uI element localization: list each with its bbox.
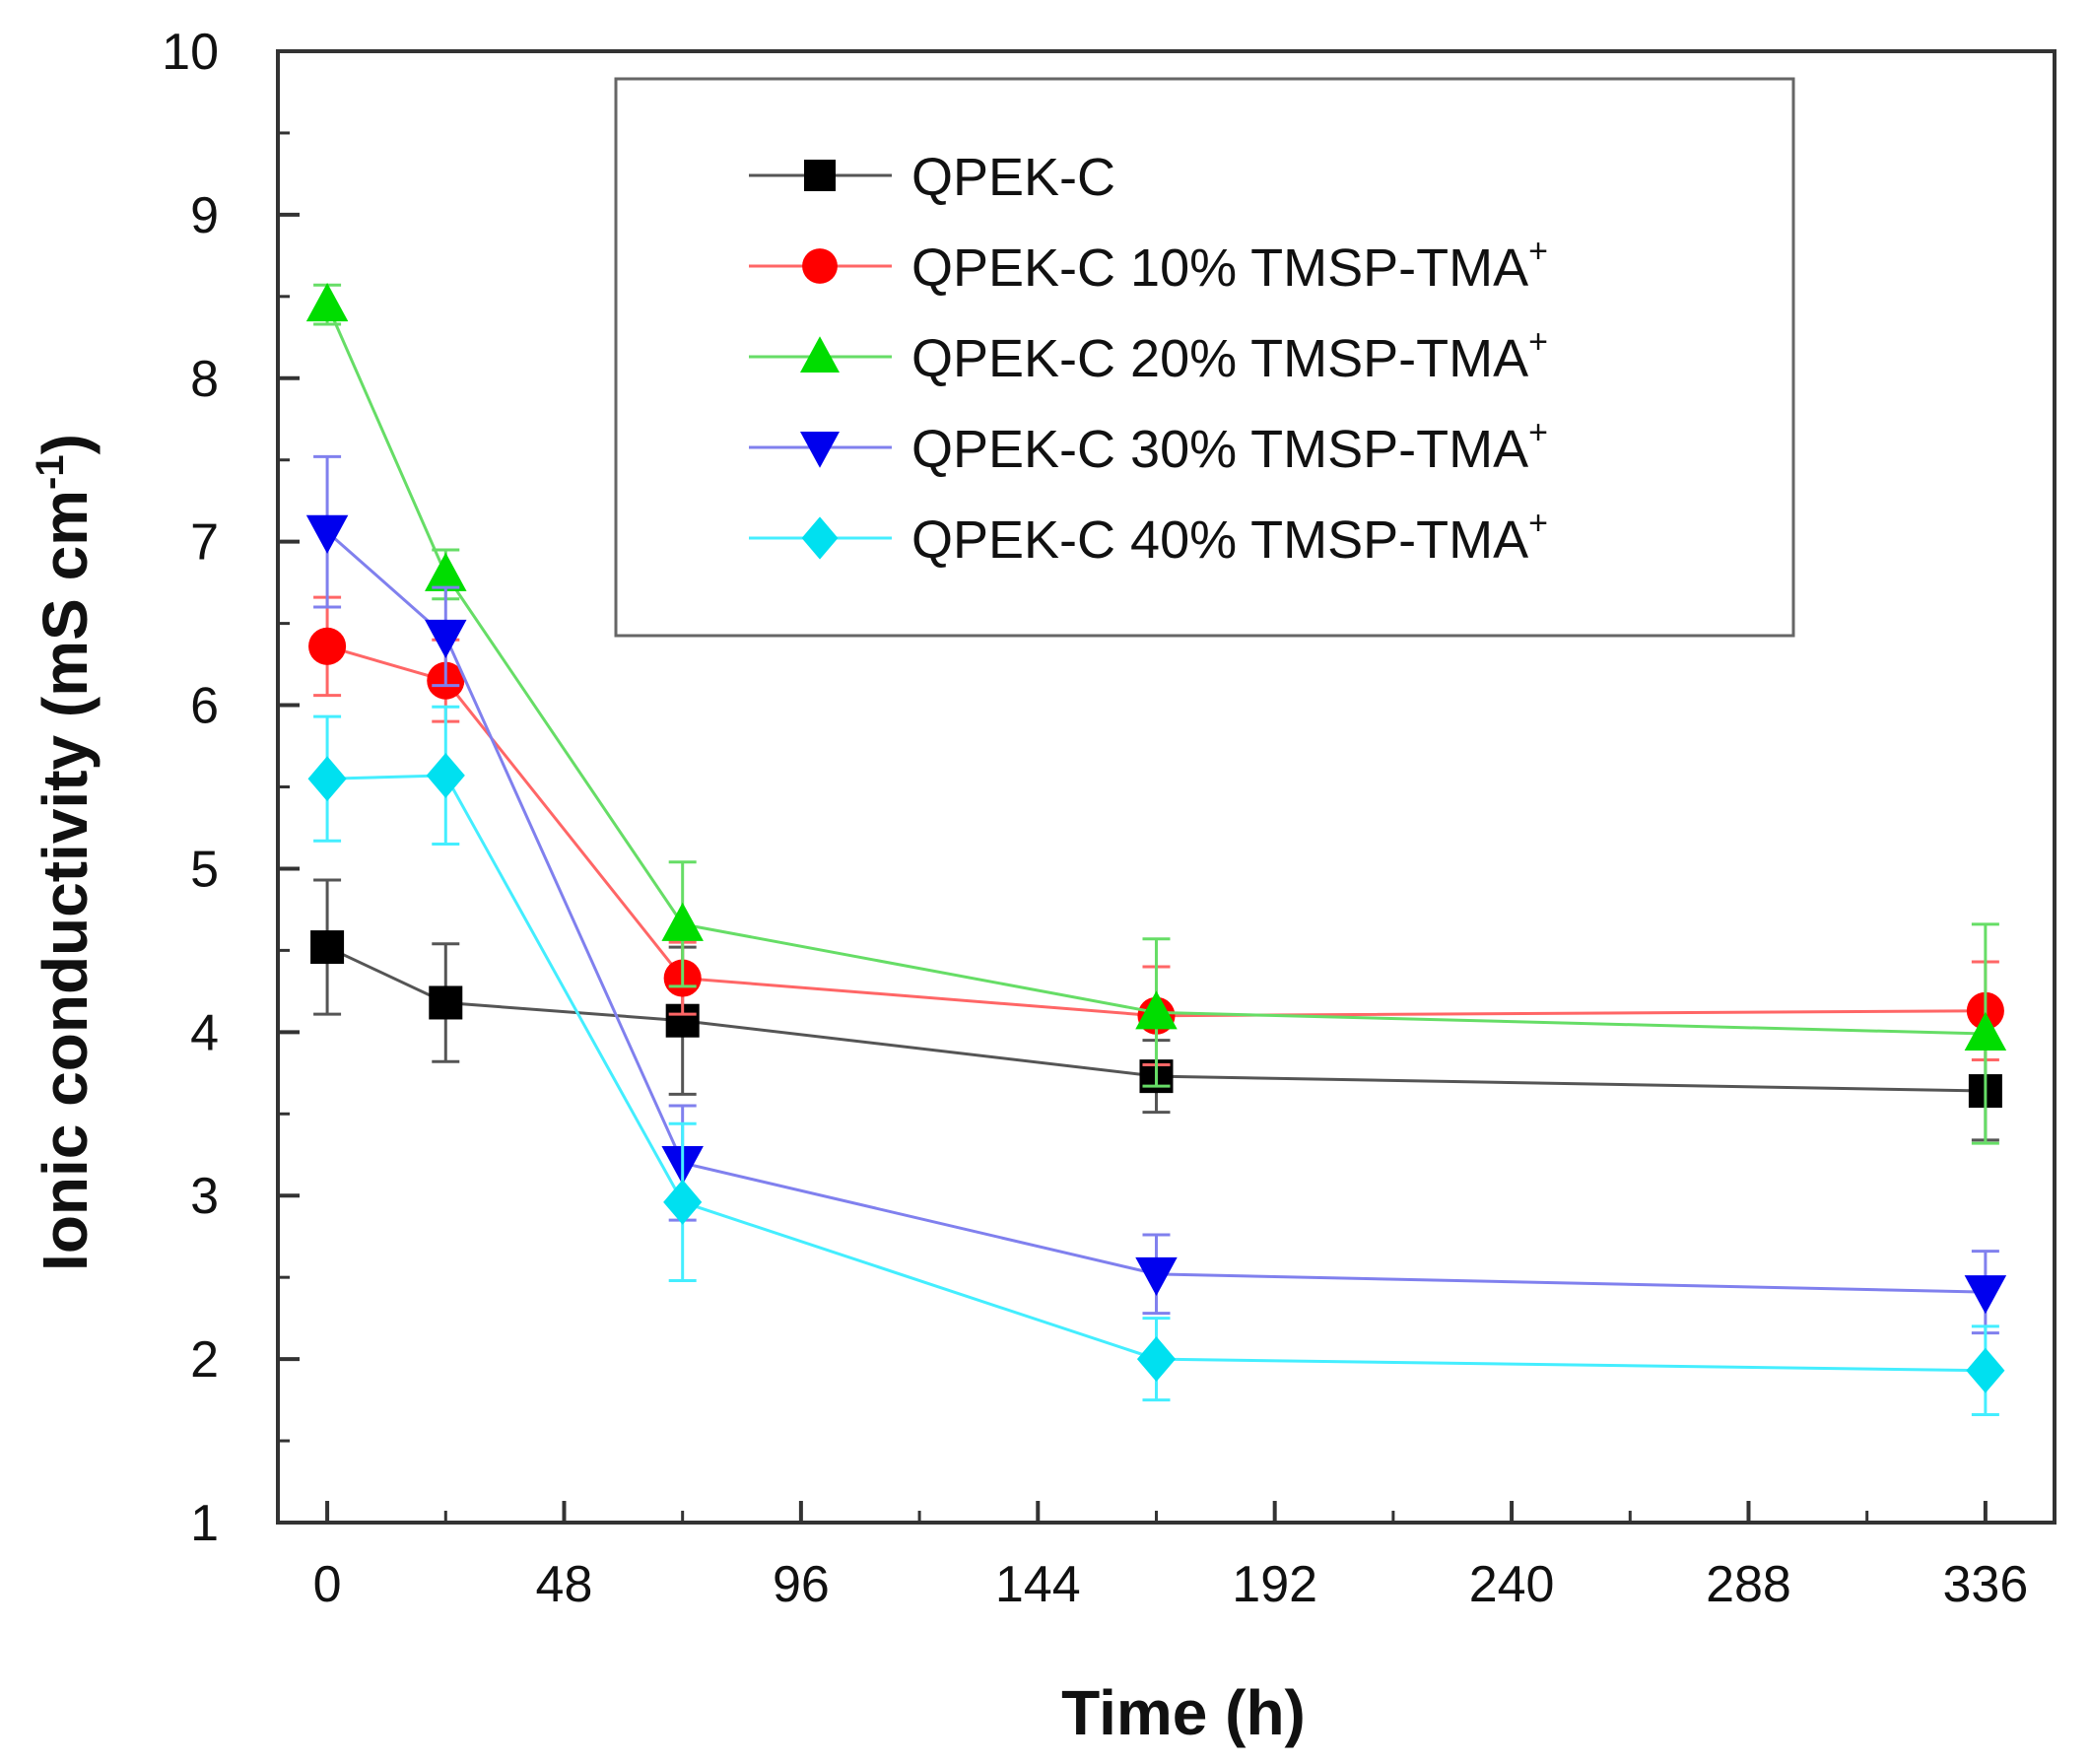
y-tick-label: 7 (190, 514, 219, 572)
legend-item-3: QPEK-C 20% TMSP-TMA+ (749, 323, 1548, 388)
legend-label: QPEK-C 30% TMSP-TMA+ (911, 414, 1548, 479)
data-point (1964, 1275, 2007, 1315)
data-point (1966, 1347, 2005, 1393)
y-tick-label: 5 (190, 841, 219, 898)
legend-item-5: QPEK-C 40% TMSP-TMA+ (749, 505, 1548, 570)
data-point (1135, 990, 1178, 1030)
legend-label: QPEK-C 40% TMSP-TMA+ (911, 505, 1548, 570)
series-5 (307, 705, 2005, 1417)
legend-label-text: QPEK-C 30% TMSP-TMA (911, 420, 1528, 479)
y-tick-label: 6 (190, 678, 219, 735)
y-tick-label: 10 (162, 24, 219, 81)
legend-marker (800, 432, 840, 468)
x-tick-label: 48 (536, 1556, 593, 1613)
x-axis-ticks: 0 48 96 144 192 240 288 336 (313, 1501, 2029, 1613)
legend-label-sup: + (1528, 505, 1548, 542)
series-3 (305, 283, 2007, 1145)
x-tick-label: 144 (995, 1556, 1081, 1613)
data-point (310, 930, 345, 965)
data-point (1135, 1256, 1178, 1296)
legend-label-text: QPEK-C 40% TMSP-TMA (911, 510, 1528, 570)
y-axis-title-main: Ionic conductivity (mS cm (30, 490, 101, 1271)
y-axis-ticks: 1 2 3 4 5 6 7 8 9 10 (162, 24, 300, 1552)
legend-label: QPEK-C 20% TMSP-TMA+ (911, 323, 1548, 388)
y-tick-label: 3 (190, 1168, 219, 1225)
data-point (429, 985, 463, 1020)
data-point (426, 752, 465, 798)
data-point (305, 283, 349, 322)
data-point (305, 514, 349, 554)
data-point (661, 902, 704, 941)
data-point (425, 619, 467, 658)
y-axis-title-close: ) (30, 434, 101, 454)
x-tick-label: 240 (1469, 1556, 1555, 1613)
data-point (308, 627, 347, 665)
legend-label-text: QPEK-C 20% TMSP-TMA (911, 329, 1528, 388)
data-point (1136, 1336, 1177, 1383)
legend-marker (801, 516, 839, 560)
y-axis-title: Ionic conductivity (mS cm-1) (29, 434, 101, 1271)
x-tick-label: 336 (1943, 1556, 2029, 1613)
y-tick-label: 1 (190, 1495, 219, 1552)
series-layer (305, 283, 2007, 1417)
legend-label: QPEK-C 10% TMSP-TMA+ (911, 233, 1548, 298)
legend-label: QPEK-C (911, 148, 1115, 207)
x-tick-label: 192 (1232, 1556, 1317, 1613)
legend-marker (802, 248, 838, 284)
legend-label-sup: + (1528, 414, 1548, 451)
legend-marker (804, 160, 836, 191)
y-tick-label: 8 (190, 351, 219, 408)
legend-label-sup: + (1528, 233, 1548, 270)
legend-label-text: QPEK-C 10% TMSP-TMA (911, 238, 1528, 298)
legend-item-2: QPEK-C 10% TMSP-TMA+ (749, 233, 1548, 298)
y-tick-label: 9 (190, 187, 219, 244)
y-tick-label: 2 (190, 1331, 219, 1389)
legend-label-text: QPEK-C (911, 148, 1115, 207)
y-axis-title-sup: -1 (29, 454, 72, 490)
legend-item-4: QPEK-C 30% TMSP-TMA+ (749, 414, 1548, 479)
data-point (663, 1179, 703, 1225)
x-axis-title: Time (h) (1061, 1677, 1306, 1748)
data-point (1964, 1011, 2007, 1051)
y-tick-label: 4 (190, 1004, 219, 1061)
legend-marker (800, 336, 840, 373)
data-point (425, 552, 467, 591)
legend-label-sup: + (1528, 323, 1548, 361)
x-tick-label: 0 (313, 1556, 342, 1613)
x-tick-label: 288 (1706, 1556, 1791, 1613)
x-tick-label: 96 (773, 1556, 830, 1613)
data-point (307, 756, 347, 802)
legend-item-1: QPEK-C (749, 148, 1115, 207)
